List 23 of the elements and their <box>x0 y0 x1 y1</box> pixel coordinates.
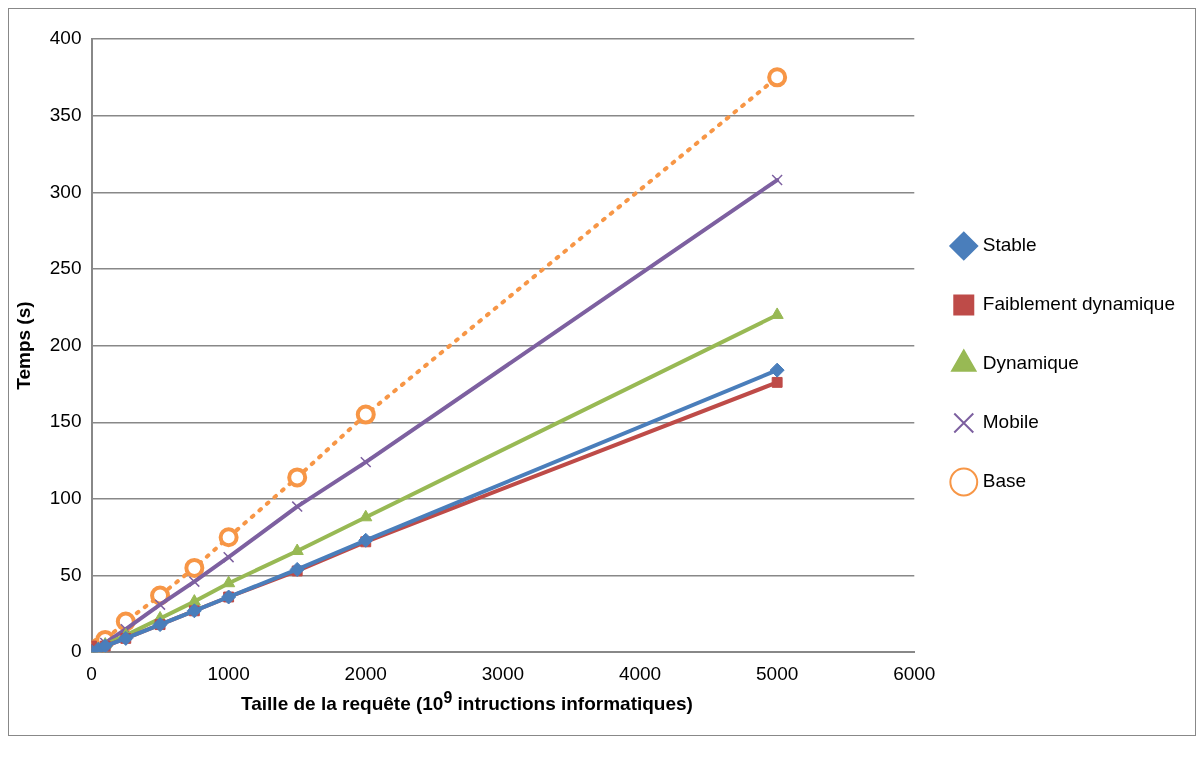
y-tick-label: 250 <box>49 257 82 279</box>
x-tick-label: 3000 <box>481 662 525 684</box>
x-tick-label: 1000 <box>207 662 250 684</box>
y-tick-label: 100 <box>49 487 82 509</box>
y-tick-label: 400 <box>49 27 82 49</box>
x-tick-label: 6000 <box>893 662 936 684</box>
y-tick-label: 50 <box>60 563 82 585</box>
legend-label: Mobile <box>982 411 1039 433</box>
y-tick-label: 300 <box>49 180 82 202</box>
legend-label: Dynamique <box>982 352 1079 374</box>
x-tick-label: 5000 <box>756 662 799 684</box>
x-axis-title: Taille de la requête (10$^{9}$ intructions informatiques) <box>240 689 694 717</box>
y-tick-label: 0 <box>70 640 82 662</box>
y-tick-label: 350 <box>49 103 82 125</box>
y-axis-title: Temps (s) <box>12 301 34 390</box>
legend-label: Faiblement dynamique <box>982 293 1175 315</box>
y-tick-label: 200 <box>49 333 82 355</box>
y-tick-label: 150 <box>49 410 82 432</box>
legend-label: Stable <box>982 234 1037 256</box>
x-tick-label: 4000 <box>618 662 662 684</box>
x-tick-label: 2000 <box>344 662 387 684</box>
x-tick-label: 0 <box>86 662 97 684</box>
legend-label: Base <box>982 470 1027 492</box>
